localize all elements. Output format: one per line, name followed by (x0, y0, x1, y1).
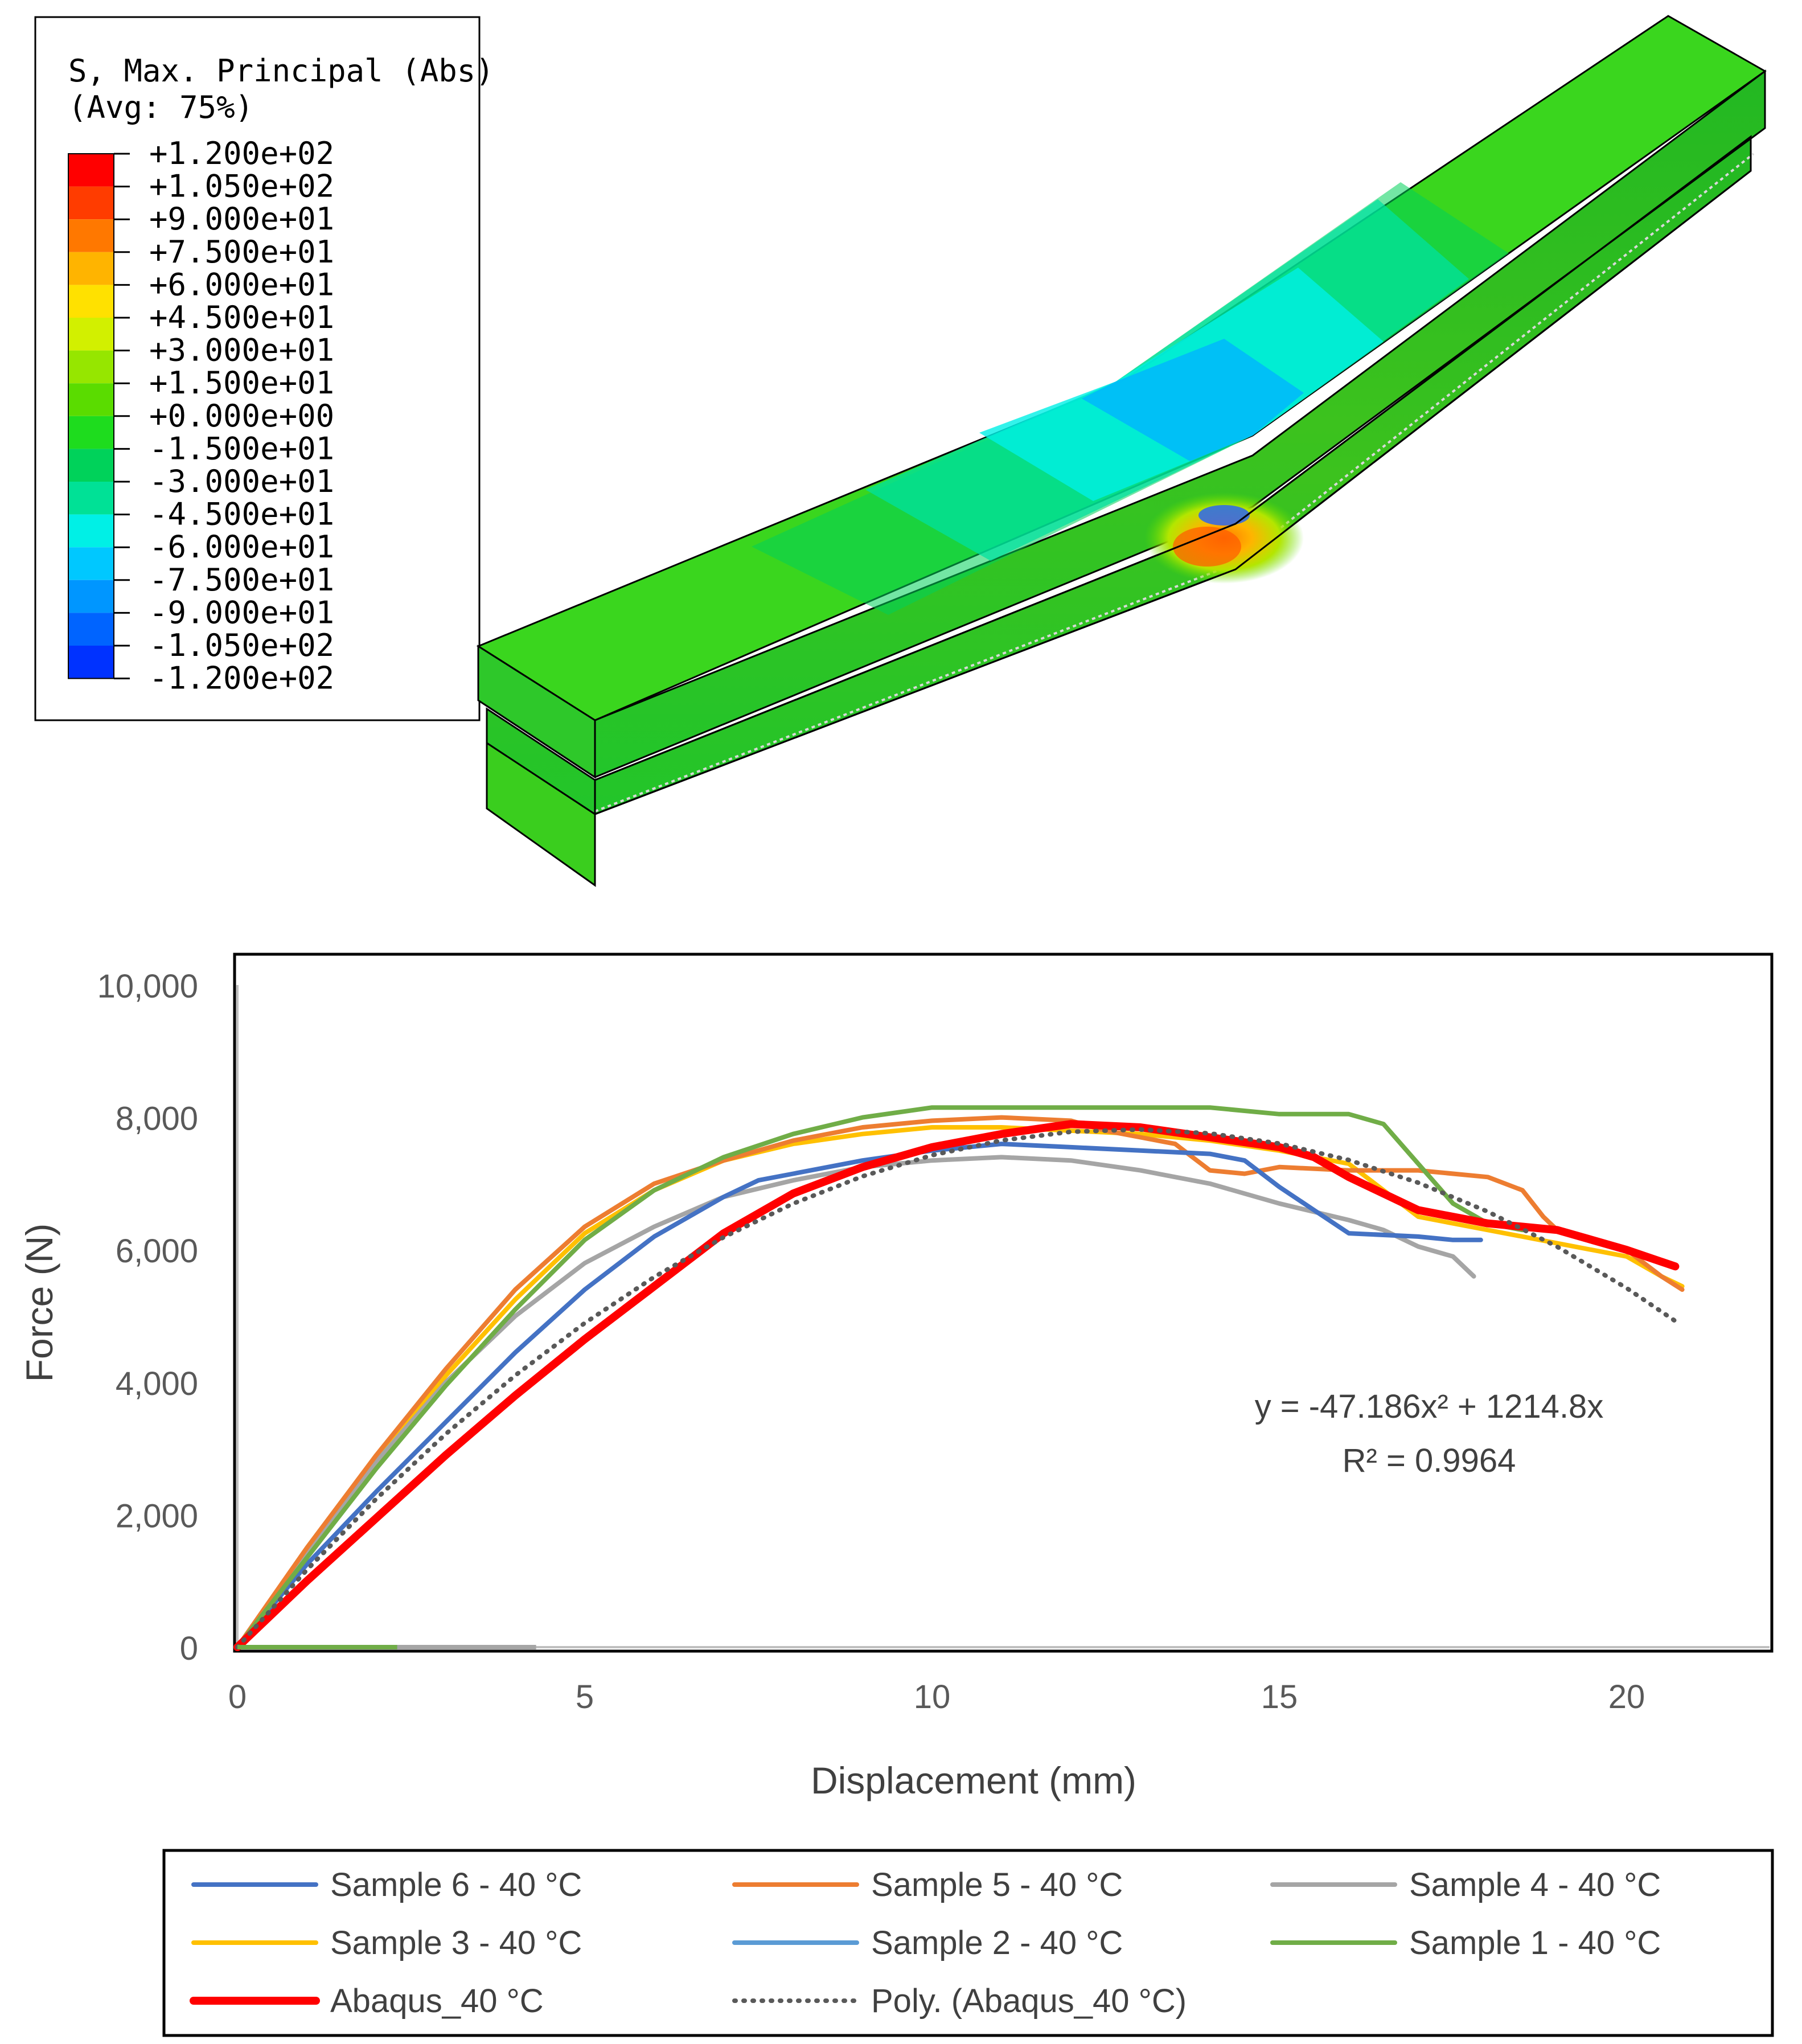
series-legend-entries: Sample 6 - 40 °C Sample 5 - 40 °C Sample 4… (190, 1866, 1661, 2020)
contour-band-14 (68, 613, 114, 646)
chart-axes: 0 2,000 4,000 6,000 8,000 10,000 0 5 10 15 20 (97, 968, 1770, 1715)
contour-level-label: +7.500e+01 (149, 234, 334, 270)
contour-band-5 (68, 318, 114, 351)
contour-level-label: -1.050e+02 (149, 627, 334, 663)
legend-label: Sample 4 - 40 °C (1409, 1866, 1661, 1903)
x-tick-label: 5 (576, 1678, 594, 1715)
legend-label: Abaqus_40 °C (330, 1983, 544, 2020)
contour-level-label: -3.000e+01 (149, 463, 334, 499)
y-tick-label: 6,000 (116, 1233, 198, 1270)
contour-scale: +1.200e+02+1.050e+02+9.000e+01+7.500e+01… (68, 136, 334, 696)
contour-band-4 (68, 285, 114, 318)
contour-level-label: +3.000e+01 (149, 333, 334, 368)
top-face-zone-minus75 (1082, 339, 1304, 461)
y-axis-label: Force (N) (18, 1224, 60, 1382)
legend-label: Poly. (Abaqus_40 °C) (871, 1983, 1187, 2020)
fea-contour-figure: S, Max. Principal (Abs) (Avg: 75%) +1.20… (34, 15, 1767, 887)
series-line-poly-abaqus-40-c- (235, 1127, 1678, 1649)
compression-spot (1198, 505, 1250, 526)
contour-level-label: -1.500e+01 (149, 430, 334, 466)
contour-band-0 (68, 154, 114, 187)
contour-band-13 (68, 580, 114, 613)
beam-lower-outline (594, 134, 1752, 816)
contour-band-15 (68, 646, 114, 679)
beam-end-face-upper (477, 645, 596, 779)
contour-band-12 (68, 547, 114, 580)
contour-level-label: -4.500e+01 (149, 496, 334, 532)
contour-level-label: +1.050e+02 (149, 169, 334, 204)
contour-band-10 (68, 482, 114, 515)
x-tick-label: 20 (1608, 1678, 1645, 1715)
series-legend: Sample 6 - 40 °C Sample 5 - 40 °C Sample 4… (162, 1849, 1774, 2037)
contour-band-1 (68, 186, 114, 220)
y-tick-label: 10,000 (97, 968, 198, 1005)
x-axis-label: Displacement (mm) (811, 1759, 1136, 1801)
contour-legend-subtitle: (Avg: 75%) (68, 89, 253, 125)
beam-end-face-lower (486, 741, 596, 887)
contour-level-label: +1.200e+02 (149, 136, 334, 171)
y-tick-label: 2,000 (116, 1497, 198, 1534)
contour-level-label: +0.000e+00 (149, 398, 334, 434)
legend-label: Sample 3 - 40 °C (330, 1924, 582, 1961)
contour-legend-title: S, Max. Principal (Abs) (68, 53, 494, 89)
y-tick-label: 4,000 (116, 1365, 198, 1402)
plot-area-frame (233, 953, 1774, 1653)
contour-level-label: +4.500e+01 (149, 299, 334, 335)
contour-band-9 (68, 449, 114, 482)
series-legend-frame (162, 1849, 1774, 2037)
contour-band-3 (68, 252, 114, 285)
chart-series (233, 1105, 1685, 1651)
legend-label: Sample 1 - 40 °C (1409, 1924, 1661, 1961)
contour-band-6 (68, 350, 114, 384)
deformed-beam (476, 15, 1767, 887)
contour-legend: S, Max. Principal (Abs) (Avg: 75%) +1.20… (34, 16, 494, 721)
contour-band-2 (68, 219, 114, 252)
contour-band-8 (68, 416, 114, 449)
trendline-equation: y = -47.186x² + 1214.8x (1255, 1388, 1604, 1425)
series-line-sample-1-40-c (235, 1105, 1525, 1649)
contour-band-7 (68, 383, 114, 416)
y-tick-label: 8,000 (116, 1101, 198, 1138)
contour-level-label: -9.000e+01 (149, 594, 334, 630)
trendline-r-squared: R² = 0.9964 (1343, 1442, 1516, 1479)
contour-level-label: -1.200e+02 (149, 660, 334, 696)
contour-level-label: -6.000e+01 (149, 529, 334, 565)
contour-band-11 (68, 514, 114, 548)
beam-top-face (476, 15, 1767, 721)
contour-level-label: +6.000e+01 (149, 266, 334, 302)
x-tick-label: 15 (1261, 1678, 1298, 1715)
legend-label: Sample 5 - 40 °C (871, 1866, 1123, 1903)
contour-level-label: +9.000e+01 (149, 201, 334, 237)
tension-peak-spot (1173, 527, 1241, 567)
series-line-sample-5-40-c (235, 1115, 1685, 1649)
x-tick-label: 10 (914, 1678, 951, 1715)
force-displacement-chart: 0 2,000 4,000 6,000 8,000 10,000 0 5 10 15 20 y = … (18, 953, 1774, 1801)
legend-label: Sample 2 - 40 °C (871, 1924, 1123, 1961)
y-tick-label: 0 (180, 1630, 198, 1667)
legend-label: Sample 6 - 40 °C (330, 1866, 582, 1903)
x-tick-label: 0 (228, 1678, 247, 1715)
contour-level-label: -7.500e+01 (149, 562, 334, 598)
contour-level-label: +1.500e+01 (149, 365, 334, 401)
series-line-abaqus-40-c (233, 1120, 1680, 1651)
